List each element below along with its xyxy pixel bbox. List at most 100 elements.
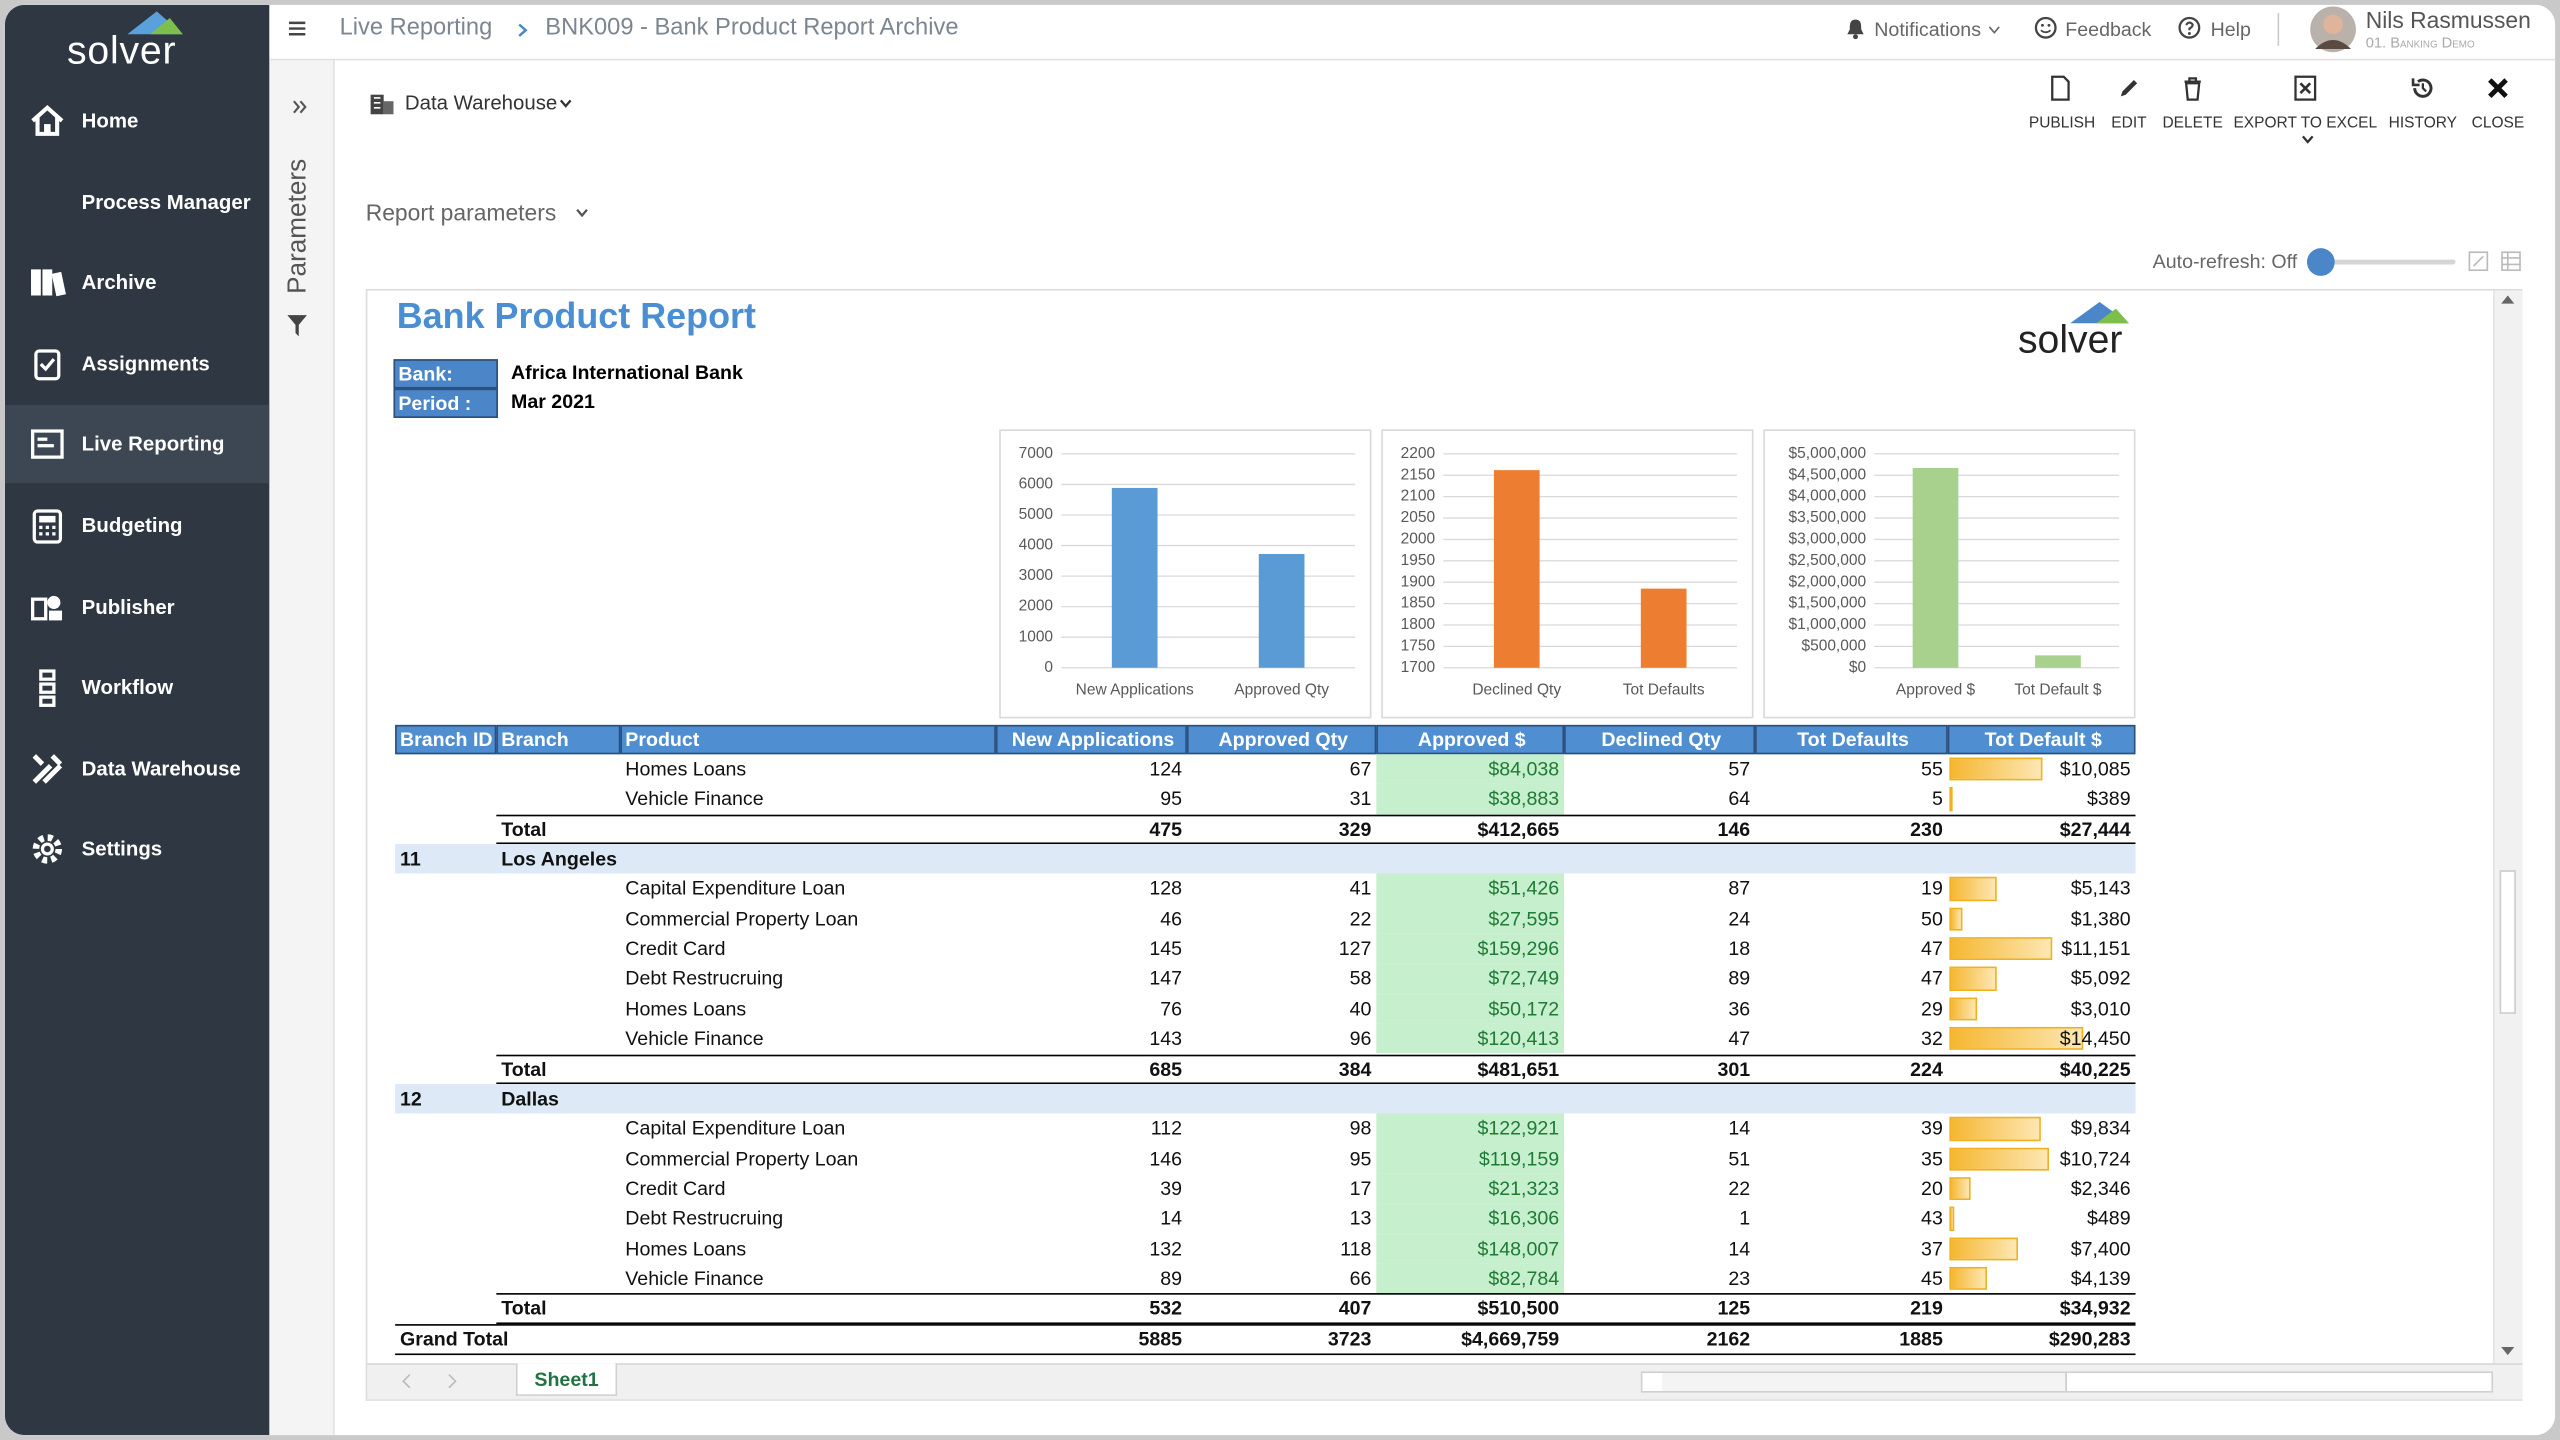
report-parameters[interactable]: Report parameters [366, 199, 557, 225]
action-icon [2485, 75, 2511, 101]
table-cell: 219 [1755, 1294, 1948, 1324]
table-cell: 40 [1187, 994, 1376, 1024]
caret [576, 209, 587, 217]
x-tick-label: Approved $ [1896, 682, 1976, 699]
action-icon [2292, 75, 2318, 101]
nav-item[interactable]: Settings [5, 810, 269, 888]
breadcrumb-link[interactable]: Live Reporting [340, 15, 493, 41]
table-cell: Commercial Property Loan [620, 1144, 996, 1174]
table-cell: 98 [1187, 1114, 1376, 1144]
nav-item[interactable]: Workflow [5, 648, 269, 726]
action-icon [2410, 75, 2436, 101]
data-bar [1949, 1207, 1954, 1230]
table-cell: $159,296 [1376, 934, 1564, 964]
table-cell: 45 [1755, 1264, 1948, 1294]
data-bar [1949, 997, 1977, 1020]
sheet-tab[interactable]: Sheet1 [516, 1363, 617, 1396]
notifications[interactable]: Notifications [1874, 18, 1981, 41]
y-tick-label: $3,000,000 [1789, 531, 1867, 548]
nav-label: Live Reporting [82, 406, 225, 484]
table-cell: 46 [996, 904, 1187, 934]
breadcrumb-separator [518, 23, 528, 38]
nav-icon [29, 427, 65, 463]
chart: $0$500,000$1,000,000$1,500,000$2,000,000… [1763, 429, 2135, 718]
table-cell: $34,932 [1948, 1294, 2136, 1324]
scroll-thumb[interactable] [1662, 1373, 2067, 1391]
y-tick-label: 2200 [1401, 445, 1436, 462]
toggle-track[interactable] [2318, 260, 2455, 265]
table-cell: $14,450 [1948, 1024, 2136, 1054]
table-cell: 532 [996, 1294, 1187, 1324]
feedback[interactable]: Feedback [2065, 18, 2151, 41]
table-cell: $9,834 [1948, 1114, 2136, 1144]
table-cell: $5,143 [1948, 874, 2136, 904]
nav-item[interactable]: Data Warehouse [5, 729, 269, 807]
table-cell: 1885 [1755, 1323, 1948, 1353]
cell-text: $10,085 [2060, 758, 2131, 781]
cell-text: $4,139 [2071, 1267, 2131, 1290]
table-cell: 147 [996, 964, 1187, 994]
nav-icon [29, 589, 65, 625]
table-cell: 58 [1187, 964, 1376, 994]
nav-label: Publisher [82, 568, 175, 646]
nav-item[interactable]: Live Reporting [5, 406, 269, 484]
y-tick-label: $2,000,000 [1789, 573, 1867, 590]
bell-icon [1847, 18, 1865, 39]
cell-text: $5,143 [2071, 877, 2131, 900]
table-cell: 301 [1564, 1054, 1755, 1084]
x-tick-label: New Applications [1076, 682, 1194, 699]
column-header: Tot Default $ [1948, 725, 2136, 754]
nav-item[interactable]: Archive [5, 244, 269, 322]
user-name[interactable]: Nils Rasmussen [2366, 7, 2531, 33]
table-cell: 35 [1755, 1144, 1948, 1174]
bar [1641, 589, 1687, 668]
y-tick-label: 2000 [1019, 598, 1054, 615]
table-cell: 95 [996, 784, 1187, 814]
separator [2278, 13, 2280, 46]
table-cell: Commercial Property Loan [620, 904, 996, 934]
action-button[interactable]: CLOSE [2424, 114, 2555, 132]
nav-item[interactable]: Process Manager [5, 163, 269, 241]
avatar [2310, 7, 2356, 53]
table-cell: $389 [1948, 784, 2136, 814]
table-cell: $82,784 [1376, 1264, 1564, 1294]
y-tick-label: 2100 [1401, 488, 1436, 505]
table-cell: $510,500 [1376, 1294, 1564, 1324]
source-select[interactable]: Data Warehouse [405, 91, 557, 114]
x-tick-label: Tot Defaults [1623, 682, 1705, 699]
table-cell: $72,749 [1376, 964, 1564, 994]
table-cell: 146 [996, 1144, 1187, 1174]
table-cell: $11,151 [1948, 934, 2136, 964]
table-cell: Debt Restrucruing [620, 1204, 996, 1234]
table-cell: 14 [1564, 1114, 1755, 1144]
nav-icon [29, 832, 65, 868]
nav-item[interactable]: Home [5, 82, 269, 160]
help[interactable]: Help [2211, 18, 2251, 41]
nav-item[interactable]: Publisher [5, 568, 269, 646]
chart-frame [1382, 430, 1753, 717]
caret [560, 100, 571, 108]
table-cell: 23 [1564, 1264, 1755, 1294]
bar [1913, 468, 1959, 668]
branch-id: 12 [395, 1084, 496, 1114]
scroll-thumb[interactable] [2500, 870, 2516, 1014]
caret [2302, 136, 2313, 144]
table-cell: 1 [1564, 1204, 1755, 1234]
chart: 01000200030004000500060007000New Applica… [999, 429, 1371, 718]
y-tick-label: 2050 [1401, 509, 1436, 526]
bar [2035, 655, 2081, 667]
column-header: Product [620, 725, 996, 754]
table-cell: $5,092 [1948, 964, 2136, 994]
table-cell: 47 [1755, 934, 1948, 964]
nav-item[interactable]: Assignments [5, 325, 269, 403]
breadcrumb-current: BNK009 - Bank Product Report Archive [545, 15, 958, 41]
brand: solver [67, 29, 176, 75]
toggle-knob[interactable] [2307, 248, 2335, 276]
cell-text: $3,010 [2071, 997, 2131, 1020]
table-cell: $27,595 [1376, 904, 1564, 934]
table-cell: 24 [1564, 904, 1755, 934]
table-cell: $16,306 [1376, 1204, 1564, 1234]
nav-label: Home [82, 82, 139, 160]
expand-icon [2469, 251, 2489, 271]
nav-item[interactable]: Budgeting [5, 487, 269, 565]
